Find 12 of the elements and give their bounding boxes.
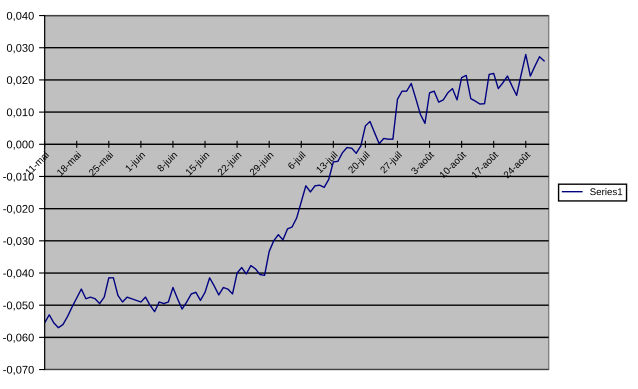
y-tick-label: -0,070	[3, 366, 34, 375]
y-tick-label: -0,020	[3, 204, 34, 214]
y-tick-label: 0,020	[6, 76, 34, 86]
y-tick-label: 0,030	[6, 44, 34, 54]
y-tick-label: -0,030	[3, 237, 34, 246]
y-tick-label: 0,000	[6, 140, 34, 150]
y-tick-label: 0,040	[6, 12, 34, 22]
y-tick-label: -0,040	[3, 269, 34, 278]
legend-label: Series1	[590, 188, 622, 196]
y-tick-label: -0,060	[3, 334, 34, 343]
y-tick-label: 0,010	[6, 108, 34, 118]
y-tick-label: -0,050	[3, 301, 34, 311]
